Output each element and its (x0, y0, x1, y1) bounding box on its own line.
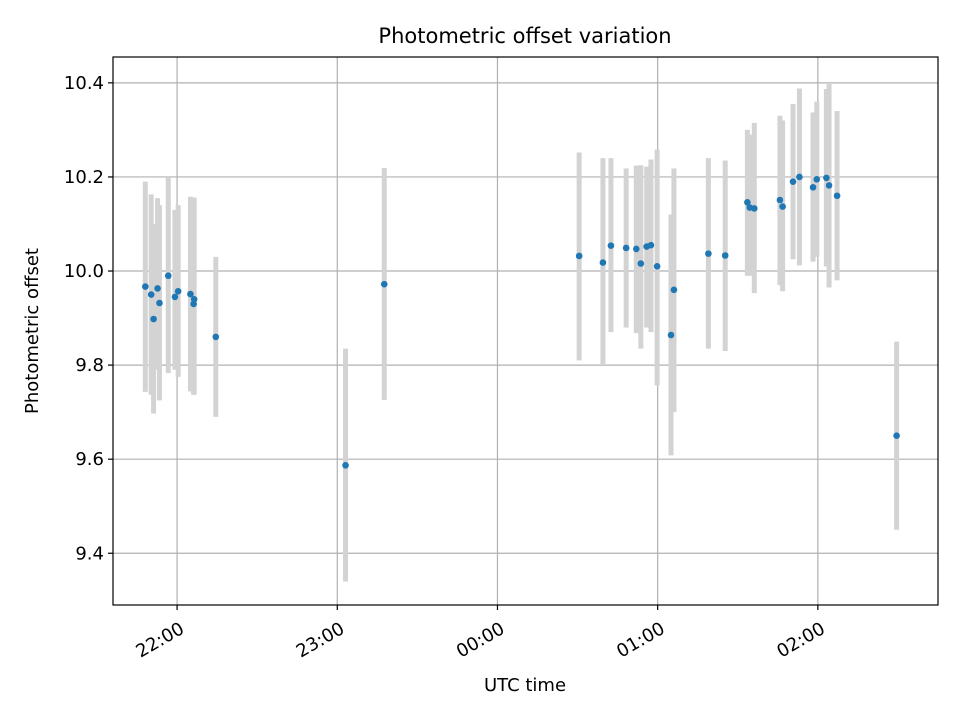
data-point (212, 333, 220, 341)
data-point (670, 286, 678, 294)
data-point (653, 263, 661, 270)
data-point (150, 315, 157, 323)
data-point (633, 245, 640, 253)
data-point (187, 290, 194, 298)
data-point (599, 259, 607, 266)
data-point (164, 272, 172, 280)
data-point (142, 283, 149, 290)
data-point (779, 203, 786, 210)
point-layer (142, 173, 900, 469)
y-tick-label: 10.4 (64, 73, 104, 94)
data-point (607, 242, 615, 249)
data-point (174, 287, 182, 295)
y-tick-label: 9.6 (75, 449, 104, 470)
data-point (705, 250, 712, 257)
data-point (744, 199, 751, 206)
data-point (751, 205, 758, 212)
x-axis-label: UTC time (484, 675, 566, 696)
data-point (809, 183, 817, 191)
y-tick-label: 10.2 (64, 167, 104, 188)
data-point (622, 244, 630, 252)
data-point (825, 182, 833, 189)
data-point (893, 432, 900, 439)
chart-title: Photometric offset variation (378, 24, 671, 48)
data-point (380, 280, 388, 288)
y-tick-label: 10.0 (64, 261, 104, 282)
data-point (156, 299, 163, 307)
data-point (721, 252, 729, 259)
data-point (823, 174, 830, 182)
data-point (154, 285, 161, 292)
data-point (147, 291, 155, 298)
y-tick-label: 9.4 (75, 543, 104, 564)
data-point (776, 196, 784, 204)
data-point (171, 293, 179, 301)
data-point (833, 192, 841, 200)
data-point (813, 176, 821, 183)
data-point (342, 461, 349, 469)
data-point (667, 331, 675, 339)
y-axis-label: Photometric offset (22, 248, 43, 414)
y-axis-ticks: 9.4 9.6 9.8 10.0 10.2 10.4 (64, 73, 113, 564)
data-point (575, 252, 583, 260)
data-point (789, 178, 797, 185)
data-point (796, 173, 803, 181)
plot-frame (112, 56, 939, 606)
data-point (637, 260, 645, 267)
y-tick-label: 9.8 (75, 355, 104, 376)
data-point (647, 241, 655, 249)
data-point (190, 295, 198, 303)
